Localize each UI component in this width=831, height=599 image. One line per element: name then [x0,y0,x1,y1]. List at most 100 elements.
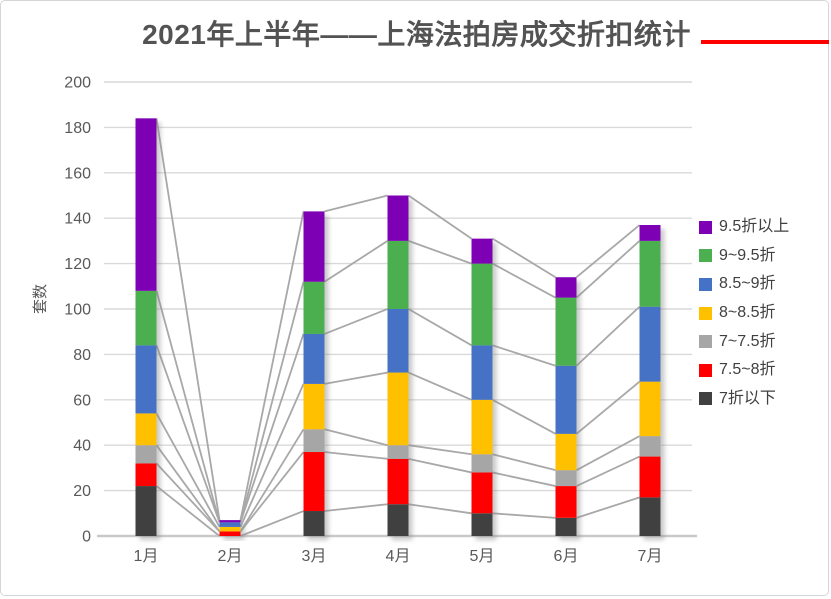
x-tick-label: 5月 [470,548,495,565]
y-tick-label: 40 [73,438,91,455]
bar-stack-1 [135,118,157,536]
legend-item: 8~8.5折 [699,299,789,328]
y-tick-label: 0 [82,529,91,546]
y-tick-label: 140 [64,211,91,228]
bar-segment [639,381,661,437]
connector-line [408,240,472,265]
bar-segment [303,383,325,430]
bar-segment [555,277,577,298]
connector-line [408,457,472,474]
connector-line [155,485,221,537]
connector-line [408,371,472,401]
connector-line [324,371,388,385]
bar-stack-4 [387,195,409,536]
connector-line [155,118,221,521]
bar-segment [471,472,493,514]
legend-swatch [699,306,712,320]
connector-line [155,412,221,528]
legend-label: 8.5~9折 [719,275,776,293]
connector-line [239,451,305,533]
legend-swatch [699,335,712,349]
bar-segment [555,486,577,518]
legend-label: 9~9.5折 [719,246,776,264]
bar-segment [135,118,157,291]
connector-line [408,503,472,515]
connector-line [155,345,221,523]
connector-line [239,281,305,523]
connector-line [324,428,388,447]
bar-stack-6 [555,277,577,536]
y-tick-label: 180 [64,120,91,137]
bar-segment [387,195,409,241]
bar-segment [387,240,409,309]
legend-swatch [699,392,712,406]
bar-segment [303,281,325,334]
y-tick-label: 60 [73,392,91,409]
connector-line [492,237,556,278]
bar-stack-2 [219,520,241,536]
connector-line [155,462,221,533]
y-tick-label: 20 [73,483,91,500]
bar-segment [135,486,157,536]
bar-segment [387,504,409,536]
bar-segment [555,433,577,471]
connector-line [155,290,221,523]
bar-segment [135,463,157,487]
connector-line [324,194,388,213]
bar-segment [471,238,493,264]
y-tick-label: 100 [64,302,91,319]
legend-item: 8.5~9折 [699,270,789,299]
legend-swatch [699,249,712,263]
legend-swatch [699,363,712,377]
y-axis-title: 套数 [32,284,49,314]
connector-line [576,435,640,471]
legend-label: 8~8.5折 [719,304,776,322]
x-tick-label: 7月 [638,548,663,565]
connector-line [575,240,641,299]
legend-item: 7~7.5折 [699,327,789,356]
connector-line [324,240,388,283]
bar-stack-5 [471,238,493,536]
connector-line [239,333,305,523]
x-tick-label: 6月 [554,548,579,565]
bar-segment [387,372,409,446]
bar-segment [219,520,241,523]
bar-segment [639,306,661,382]
chart-title: 2021年上半年——上海法拍房成交折扣统计 [142,19,691,50]
legend-label: 7折以下 [719,389,776,407]
bars [135,118,661,536]
y-axis-labels: 0 20 40 60 80 100 120 140 160 180 200 [64,75,91,546]
y-tick-label: 120 [64,256,91,273]
bar-segment [555,297,577,366]
bar-segment [387,445,409,459]
connector-line [324,503,388,512]
y-tick-label: 200 [64,75,91,92]
connector-line [155,444,221,532]
bar-segment [639,240,661,307]
connector-line [239,211,305,521]
connector-line [408,308,472,347]
x-axis-labels: 1月 2月 3月 4月 5月 6月 7月 [134,548,663,565]
bar-segment [555,470,577,487]
bar-segment [471,399,493,455]
connector-line [492,399,556,435]
bar-segment [303,429,325,453]
legend-item: 9.5折以上 [699,213,789,242]
connector-line [408,444,472,456]
bar-segment [219,531,241,536]
connector-line [576,455,640,487]
bar-segment [471,513,493,536]
bar-segment [471,454,493,473]
bar-segment [639,436,661,457]
bar-segment [219,526,241,532]
x-tick-label: 4月 [386,548,411,565]
x-tick-label: 1月 [134,548,159,565]
legend-swatch [699,277,712,291]
bar-segment [303,511,325,536]
bar-segment [135,290,157,346]
x-tick-label: 3月 [302,548,327,565]
bar-segment [639,456,661,498]
series-connector-lines [155,118,641,537]
bar-segment [555,517,577,536]
